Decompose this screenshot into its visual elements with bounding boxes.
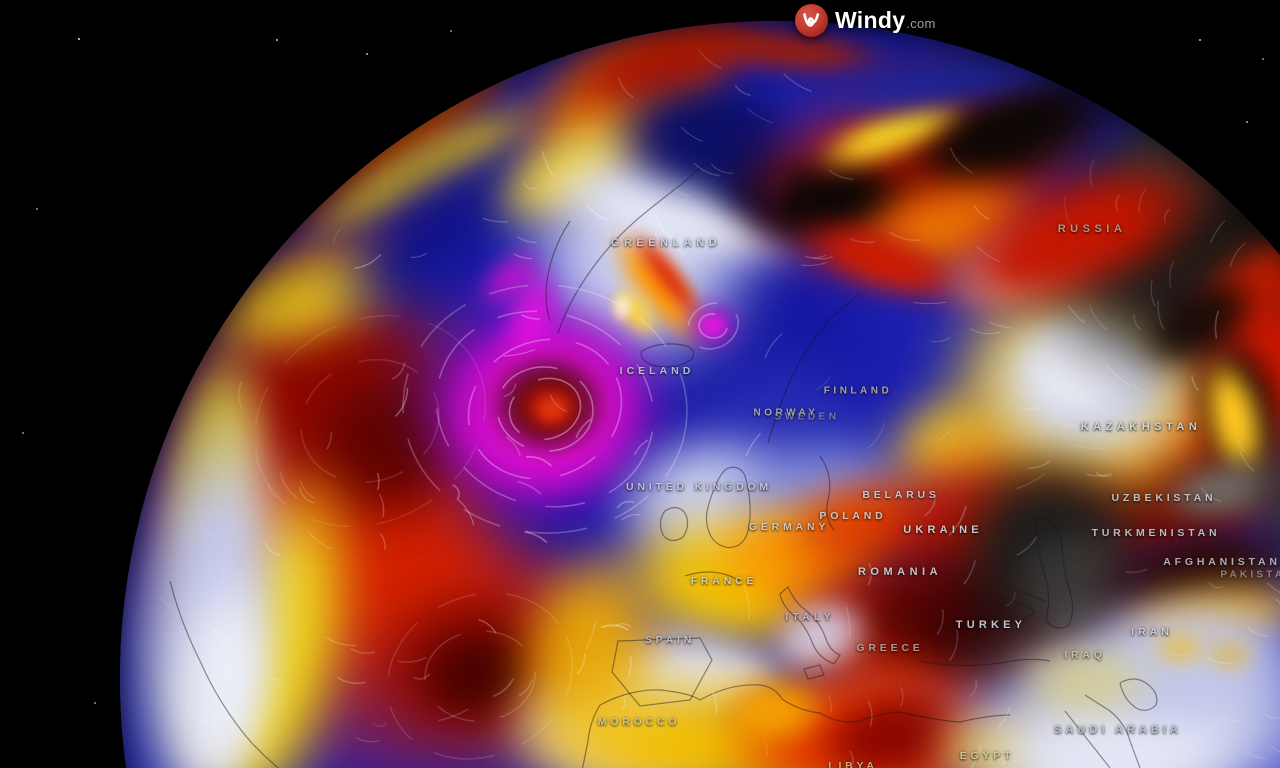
globe[interactable] <box>120 21 1280 768</box>
anomaly-blob <box>532 392 572 426</box>
anomaly-blob <box>696 311 730 341</box>
windy-wordmark: Windy .com <box>835 7 936 34</box>
temperature-anomaly-field <box>120 21 1280 768</box>
brand-name: Windy <box>835 7 906 33</box>
anomaly-blob <box>720 676 830 746</box>
wind-streamlines-layer <box>157 49 1280 768</box>
windy-logo-icon <box>795 4 828 37</box>
star <box>366 53 368 55</box>
star <box>450 30 452 32</box>
star <box>22 432 24 434</box>
star <box>78 38 80 40</box>
star <box>36 208 38 210</box>
windy-logo[interactable]: Windy .com <box>795 4 936 37</box>
anomaly-blob <box>1205 640 1255 670</box>
anomaly-blob <box>1010 636 1160 726</box>
star <box>276 39 278 41</box>
brand-tld: .com <box>906 16 936 31</box>
coastlines-layer <box>169 162 1158 768</box>
star <box>1199 39 1201 41</box>
anomaly-blob <box>1150 630 1210 666</box>
star <box>94 702 96 704</box>
